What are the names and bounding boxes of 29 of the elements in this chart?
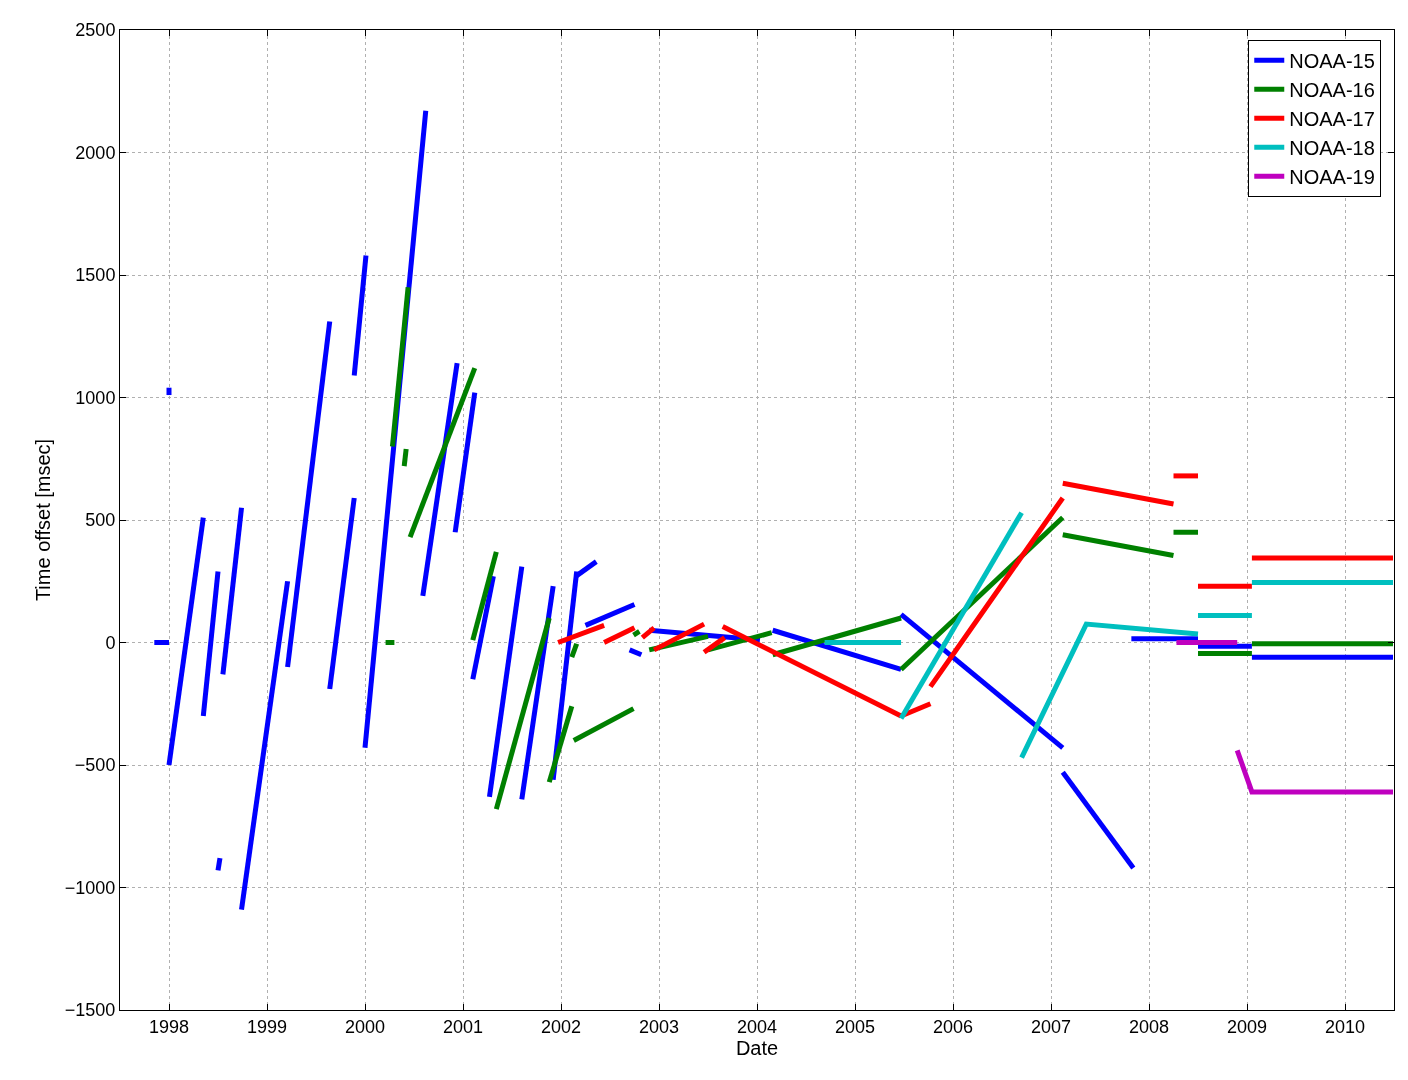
- x-axis-title: Date: [735, 1036, 779, 1059]
- x-tick-label: 2005: [834, 1016, 876, 1037]
- x-tick-label: 2006: [932, 1016, 974, 1037]
- x-tick-label: 2000: [344, 1016, 386, 1037]
- y-tick-label: −1500: [64, 1000, 116, 1021]
- x-tick-label: 2001: [442, 1016, 484, 1037]
- x-tick-label: 2008: [1128, 1016, 1170, 1037]
- x-tick-label: 2009: [1226, 1016, 1268, 1037]
- y-tick-label: 2000: [75, 142, 116, 163]
- y-tick-label: 1500: [75, 265, 116, 286]
- x-tick-label: 2002: [540, 1016, 582, 1037]
- y-tick-label: 2500: [75, 20, 116, 41]
- x-tick-label: 2004: [736, 1016, 778, 1037]
- legend-label: NOAA-19: [1289, 166, 1375, 189]
- legend-label: NOAA-15: [1289, 50, 1375, 73]
- x-tick-label: 1999: [246, 1016, 288, 1037]
- y-tick-label: 1000: [75, 387, 116, 408]
- y-tick-label: 0: [105, 632, 116, 653]
- y-tick-label: 500: [85, 510, 116, 531]
- legend-label: NOAA-17: [1289, 108, 1375, 131]
- x-tick-label: 2007: [1030, 1016, 1072, 1037]
- legend-label: NOAA-18: [1289, 137, 1375, 160]
- x-tick-label: 1998: [148, 1016, 190, 1037]
- x-tick-label: 2003: [638, 1016, 680, 1037]
- y-tick-label: −1000: [64, 877, 116, 898]
- x-tick-label: 2010: [1324, 1016, 1366, 1037]
- legend-label: NOAA-16: [1289, 79, 1375, 102]
- y-tick-label: −500: [74, 755, 116, 776]
- y-axis-title: Time offset [msec]: [32, 438, 55, 602]
